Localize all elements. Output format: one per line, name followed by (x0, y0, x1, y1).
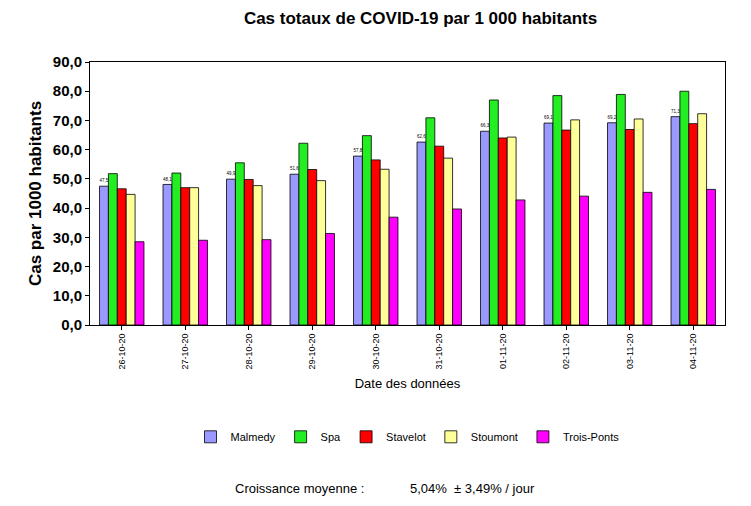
svg-text:29-10-20: 29-10-20 (307, 334, 317, 370)
svg-text:49,9: 49,9 (227, 171, 236, 176)
svg-text:Stoumont: Stoumont (471, 431, 518, 443)
svg-text:48,1: 48,1 (163, 177, 172, 182)
svg-text:26-10-20: 26-10-20 (117, 334, 127, 370)
svg-text:69,2: 69,2 (608, 115, 617, 120)
svg-text:Croissance moyenne :: Croissance moyenne : (235, 481, 364, 496)
svg-text:Trois-Ponts: Trois-Ponts (563, 431, 619, 443)
svg-text:Date des données: Date des données (355, 376, 461, 391)
svg-text:03-11-20: 03-11-20 (625, 334, 635, 369)
svg-text:Cas totaux de COVID-19 par 1 0: Cas totaux de COVID-19 par 1 000 habitan… (244, 9, 597, 28)
svg-text:90,0: 90,0 (53, 53, 82, 70)
svg-text:62,6: 62,6 (417, 134, 426, 139)
svg-text:Stavelot: Stavelot (386, 431, 426, 443)
svg-text:04-11-20: 04-11-20 (688, 334, 698, 369)
svg-text:69,1: 69,1 (544, 115, 553, 120)
svg-text:5,04% ± 3,49% / jour: 5,04% ± 3,49% / jour (410, 481, 535, 496)
svg-text:71,3: 71,3 (671, 109, 680, 114)
svg-text:40,0: 40,0 (53, 199, 82, 216)
svg-text:28-10-20: 28-10-20 (244, 334, 254, 370)
svg-text:50,0: 50,0 (53, 170, 82, 187)
svg-text:70,0: 70,0 (53, 112, 82, 129)
svg-text:47,5: 47,5 (100, 178, 109, 183)
svg-text:60,0: 60,0 (53, 141, 82, 158)
svg-text:10,0: 10,0 (53, 287, 82, 304)
svg-text:Spa: Spa (321, 431, 341, 443)
svg-text:27-10-20: 27-10-20 (180, 334, 190, 370)
svg-text:01-11-20: 01-11-20 (498, 334, 508, 369)
svg-text:51,6: 51,6 (290, 166, 299, 171)
svg-text:Cas par 1000 habitants: Cas par 1000 habitants (26, 101, 45, 286)
svg-text:80,0: 80,0 (53, 82, 82, 99)
svg-text:30-10-20: 30-10-20 (371, 334, 381, 370)
svg-text:02-11-20: 02-11-20 (561, 334, 571, 369)
svg-text:20,0: 20,0 (53, 258, 82, 275)
svg-text:0,0: 0,0 (61, 316, 82, 333)
svg-text:66,3: 66,3 (481, 123, 490, 128)
svg-text:31-10-20: 31-10-20 (434, 334, 444, 370)
svg-text:Malmedy: Malmedy (231, 431, 276, 443)
svg-text:57,8: 57,8 (354, 148, 363, 153)
svg-text:30,0: 30,0 (53, 229, 82, 246)
